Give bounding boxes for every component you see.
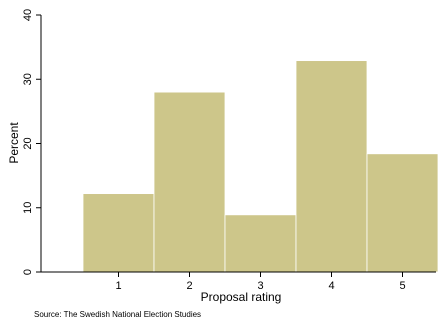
- y-tick-label-10: 10: [22, 202, 34, 214]
- x-tick-label-5: 5: [399, 280, 405, 292]
- x-tick-label-2: 2: [186, 280, 192, 292]
- x-tick-label-1: 1: [115, 280, 121, 292]
- x-axis-title: Proposal rating: [201, 290, 282, 304]
- x-axis-ticks: 1 2 3 4 5: [115, 272, 406, 292]
- bar-1: [82, 193, 155, 273]
- y-tick-label-0: 0: [22, 269, 34, 275]
- bar-4: [295, 60, 368, 273]
- bar-2: [153, 91, 226, 273]
- source-note: Source: The Swedish National Election St…: [34, 310, 201, 319]
- x-tick-label-3: 3: [257, 280, 263, 292]
- y-tick-label-40: 40: [22, 9, 34, 21]
- y-axis-ticks: 0 10 20 30 40: [22, 9, 41, 275]
- x-tick-label-4: 4: [328, 280, 334, 292]
- y-tick-label-30: 30: [22, 73, 34, 85]
- bar-5: [366, 153, 439, 273]
- bar-3: [224, 214, 297, 273]
- bars: [82, 60, 439, 273]
- y-tick-label-20: 20: [22, 137, 34, 149]
- y-axis-title: Percent: [7, 122, 21, 164]
